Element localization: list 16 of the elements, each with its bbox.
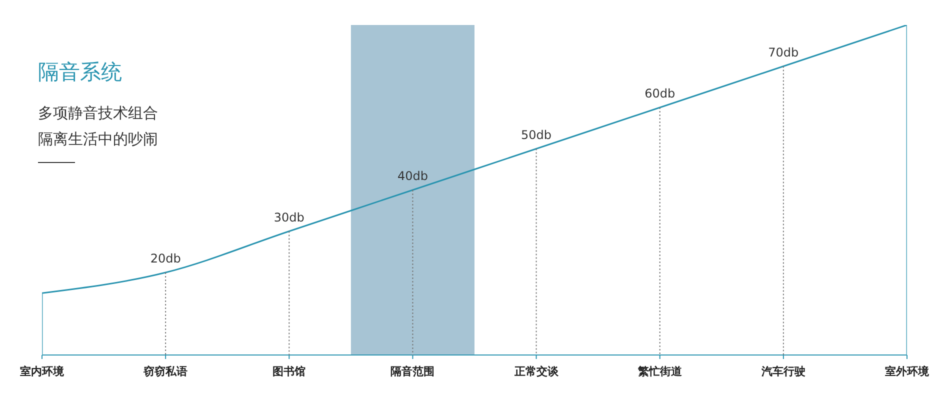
x-tick-label: 图书馆 <box>272 364 306 378</box>
data-label: 40db <box>397 169 428 183</box>
data-label: 30db <box>274 210 304 224</box>
data-label: 60db <box>644 86 676 100</box>
data-label: 50db <box>521 128 552 142</box>
x-tick-label: 窃窃私语 <box>142 364 188 378</box>
text: 隔音系统 <box>38 59 122 86</box>
text: 多项静音技术组合隔离生活中的吵闹 <box>38 103 159 150</box>
x-tick-label: 正常交谈 <box>513 364 560 378</box>
x-tick-label: 室外环境 <box>885 364 930 378</box>
x-tick-label: 汽车行驶 <box>760 364 806 378</box>
data-label: 70db <box>768 45 799 60</box>
x-tick-label: 室内环境 <box>20 364 65 378</box>
x-tick-label: 隔音范围 <box>390 364 435 378</box>
x-tick-label: 繁忙街道 <box>636 364 683 378</box>
data-label: 20db <box>150 252 181 266</box>
